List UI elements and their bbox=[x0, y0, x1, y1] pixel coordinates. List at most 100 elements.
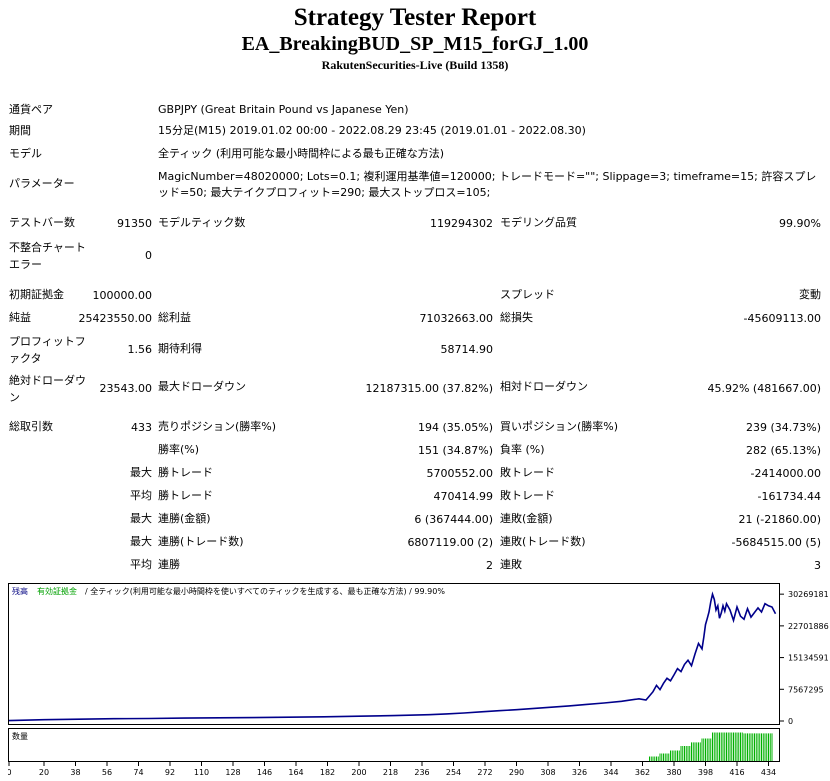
balance-line bbox=[8, 591, 777, 722]
rel-drawdown-label: 相対ドローダウン bbox=[500, 380, 588, 393]
max-drawdown-value: 12187315.00 (37.82%) bbox=[365, 382, 493, 395]
y-tick-label: 22701886 bbox=[788, 622, 829, 631]
largest-loss-label: 敗トレード bbox=[500, 466, 555, 479]
avg-loss-value: -161734.44 bbox=[757, 490, 821, 503]
x-tick-label: 398 bbox=[698, 768, 713, 777]
avg-win-label: 勝トレード bbox=[158, 489, 213, 502]
x-tick-label: 56 bbox=[102, 768, 112, 777]
params-value: MagicNumber=48020000; Lots=0.1; 複利運用基準値=… bbox=[158, 170, 817, 199]
y-tick-label: 30269181 bbox=[788, 590, 829, 599]
x-tick-label: 434 bbox=[761, 768, 776, 777]
x-tick-label: 344 bbox=[603, 768, 618, 777]
model-value: 全ティック (利用可能な最小時間枠による最も正確な方法) bbox=[158, 147, 445, 160]
x-tick-label: 380 bbox=[666, 768, 681, 777]
x-tick-label: 236 bbox=[414, 768, 429, 777]
ticks-label: モデルティック数 bbox=[158, 216, 246, 229]
x-tick-label: 254 bbox=[446, 768, 461, 777]
largest-win-label: 勝トレード bbox=[158, 466, 213, 479]
expected-payoff-value: 58714.90 bbox=[440, 343, 494, 356]
max-cons-profit-value: 6807119.00 (2) bbox=[407, 536, 493, 549]
gross-loss-value: -45609113.00 bbox=[743, 312, 821, 325]
avg-cons-losses-label: 連敗 bbox=[500, 558, 522, 571]
largest-prefix: 最大 bbox=[130, 466, 152, 479]
avg-cons-losses-value: 3 bbox=[814, 559, 821, 572]
x-tick-label: 200 bbox=[351, 768, 366, 777]
max-cons-losses-label: 連敗(金額) bbox=[500, 512, 553, 525]
balance-chart-svg: 残高 有効証拠金 / 全ティック(利用可能な最小時間枠を使いすべてのティックを生… bbox=[6, 583, 829, 777]
ea-name: EA_BreakingBUD_SP_M15_forGJ_1.00 bbox=[241, 33, 589, 55]
net-value: 25423550.00 bbox=[78, 312, 152, 325]
quality-label: モデリング品質 bbox=[500, 216, 577, 229]
short-positions-label: 売りポジション(勝率%) bbox=[158, 420, 277, 433]
x-tick-label: 308 bbox=[540, 768, 555, 777]
legend-balance: 残高 bbox=[12, 586, 28, 596]
x-tick-label: 416 bbox=[729, 768, 744, 777]
x-tick-label: 146 bbox=[257, 768, 272, 777]
model-label: モデル bbox=[9, 147, 42, 160]
bars-value: 91350 bbox=[117, 217, 152, 230]
x-tick-label: 128 bbox=[225, 768, 240, 777]
server-build: RakutenSecurities-Live (Build 1358) bbox=[321, 58, 509, 72]
gross-profit-value: 71032663.00 bbox=[419, 312, 493, 325]
x-tick-label: 290 bbox=[509, 768, 524, 777]
x-tick-label: 110 bbox=[194, 768, 209, 777]
abs-drawdown-value: 23543.00 bbox=[99, 382, 153, 395]
gross-loss-label: 総損失 bbox=[500, 311, 533, 324]
legend-description: / 全ティック(利用可能な最小時間枠を使いすべてのティックを生成する、最も正確な… bbox=[85, 586, 445, 596]
max-drawdown-label: 最大ドローダウン bbox=[158, 380, 246, 393]
params-label: パラメーター bbox=[9, 177, 75, 190]
net-label: 純益 bbox=[9, 311, 31, 324]
symbol-label: 通貨ペア bbox=[9, 103, 53, 116]
x-tick-label: 20 bbox=[39, 768, 49, 777]
loss-pct-label: 負率 (%) bbox=[500, 443, 545, 456]
y-tick-label: 15134591 bbox=[788, 654, 829, 663]
x-tick-label: 218 bbox=[383, 768, 398, 777]
abs-drawdown-label: 絶対ドローダウン bbox=[9, 374, 86, 404]
deposit-label: 初期証拠金 bbox=[9, 288, 64, 301]
max-cons-loss-value: -5684515.00 (5) bbox=[731, 536, 821, 549]
period-label: 期間 bbox=[9, 124, 31, 137]
max-cons-loss-label: 連敗(トレード数) bbox=[500, 535, 586, 548]
win-pct-label: 勝率(%) bbox=[158, 443, 200, 456]
mismatch-value: 0 bbox=[145, 249, 152, 262]
avg-loss-label: 敗トレード bbox=[500, 489, 555, 502]
x-tick-label: 0 bbox=[8, 768, 12, 777]
max-prefix-1: 最大 bbox=[130, 512, 152, 525]
report-title: Strategy Tester Report bbox=[293, 4, 537, 31]
total-trades-value: 433 bbox=[131, 421, 152, 434]
max-cons-wins-value: 6 (367444.00) bbox=[414, 513, 493, 526]
largest-loss-value: -2414000.00 bbox=[750, 467, 821, 480]
long-positions-label: 買いポジション(勝率%) bbox=[500, 420, 619, 433]
avg-cons-wins-label: 連勝 bbox=[158, 558, 180, 571]
deposit-value: 100000.00 bbox=[92, 289, 153, 302]
win-pct-value: 151 (34.87%) bbox=[417, 444, 493, 457]
x-tick-label: 74 bbox=[133, 768, 143, 777]
bars-label: テストバー数 bbox=[9, 216, 75, 229]
avg-cons-wins-value: 2 bbox=[486, 559, 493, 572]
max-prefix-2: 最大 bbox=[130, 535, 152, 548]
x-tick-label: 92 bbox=[165, 768, 175, 777]
rel-drawdown-value: 45.92% (481667.00) bbox=[707, 382, 821, 395]
x-tick-label: 326 bbox=[572, 768, 587, 777]
x-tick-label: 362 bbox=[635, 768, 650, 777]
period-value: 15分足(M15) 2019.01.02 00:00 - 2022.08.29 … bbox=[158, 124, 586, 137]
spread-label: スプレッド bbox=[500, 288, 555, 301]
volume-plot-frame bbox=[8, 728, 780, 762]
symbol-value: GBPJPY (Great Britain Pound vs Japanese … bbox=[158, 103, 409, 116]
quality-value: 99.90% bbox=[779, 217, 821, 230]
profit-factor-value: 1.56 bbox=[127, 343, 153, 356]
avg-prefix-2: 平均 bbox=[130, 558, 152, 571]
volume-label: 数量 bbox=[12, 731, 28, 741]
mismatch-label: 不整合チャートエラー bbox=[9, 241, 86, 271]
largest-win-value: 5700552.00 bbox=[426, 467, 493, 480]
x-tick-label: 182 bbox=[320, 768, 335, 777]
profit-factor-label: プロフィットファクタ bbox=[9, 335, 86, 365]
long-positions-value: 239 (34.73%) bbox=[745, 421, 821, 434]
loss-pct-value: 282 (65.13%) bbox=[745, 444, 821, 457]
avg-win-value: 470414.99 bbox=[433, 490, 494, 503]
average-prefix: 平均 bbox=[130, 489, 152, 502]
balance-chart: 残高 有効証拠金 / 全ティック(利用可能な最小時間枠を使いすべてのティックを生… bbox=[6, 583, 830, 778]
expected-payoff-label: 期待利得 bbox=[158, 342, 202, 355]
max-cons-profit-label: 連勝(トレード数) bbox=[158, 535, 244, 548]
max-cons-wins-label: 連勝(金額) bbox=[158, 512, 211, 525]
